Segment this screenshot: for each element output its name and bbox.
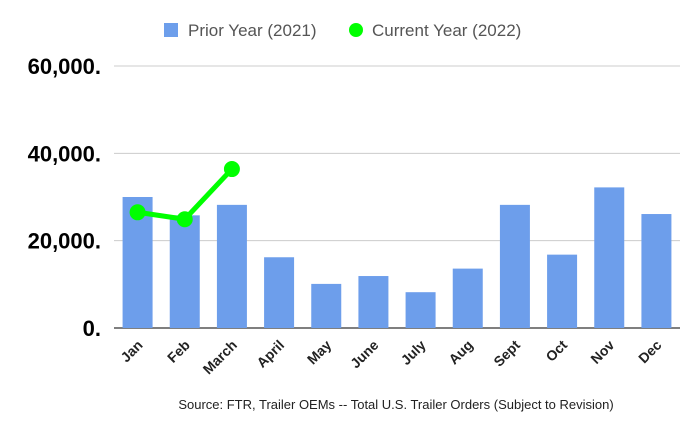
x-tick-label: Nov	[587, 337, 617, 367]
line-point	[129, 204, 146, 221]
x-tick-label: Feb	[164, 337, 193, 366]
line-point	[223, 161, 240, 178]
legend-label-current: Current Year (2022)	[372, 21, 521, 40]
bar	[405, 292, 436, 328]
x-tick-label: June	[347, 337, 382, 372]
bar	[169, 215, 200, 328]
bar	[311, 283, 342, 328]
bar	[264, 257, 295, 328]
x-tick-label: Oct	[542, 337, 570, 365]
y-tick-label: 60,000.	[28, 54, 101, 79]
x-tick-label: July	[398, 337, 429, 368]
x-tick-label: March	[200, 337, 240, 377]
x-tick-label: Sept	[490, 337, 523, 370]
legend-label-prior: Prior Year (2021)	[188, 21, 317, 40]
bar	[547, 254, 578, 328]
x-tick-label: Aug	[445, 337, 476, 368]
bar	[594, 187, 625, 328]
x-tick-label: May	[304, 337, 335, 368]
legend-swatch-prior	[164, 23, 178, 37]
y-tick-label: 20,000.	[28, 229, 101, 254]
legend-swatch-current	[349, 23, 363, 37]
x-tick-label: Dec	[635, 337, 665, 367]
source-note: Source: FTR, Trailer OEMs -- Total U.S. …	[178, 397, 613, 412]
bar	[641, 214, 672, 328]
bar	[216, 204, 247, 328]
bar	[499, 204, 530, 328]
y-tick-label: 40,000.	[28, 141, 101, 166]
bar	[358, 276, 389, 328]
bar	[452, 268, 483, 328]
line-point	[176, 211, 193, 228]
x-tick-label: April	[253, 337, 287, 371]
x-tick-label: Jan	[117, 337, 145, 365]
y-tick-label: 0.	[83, 316, 101, 341]
